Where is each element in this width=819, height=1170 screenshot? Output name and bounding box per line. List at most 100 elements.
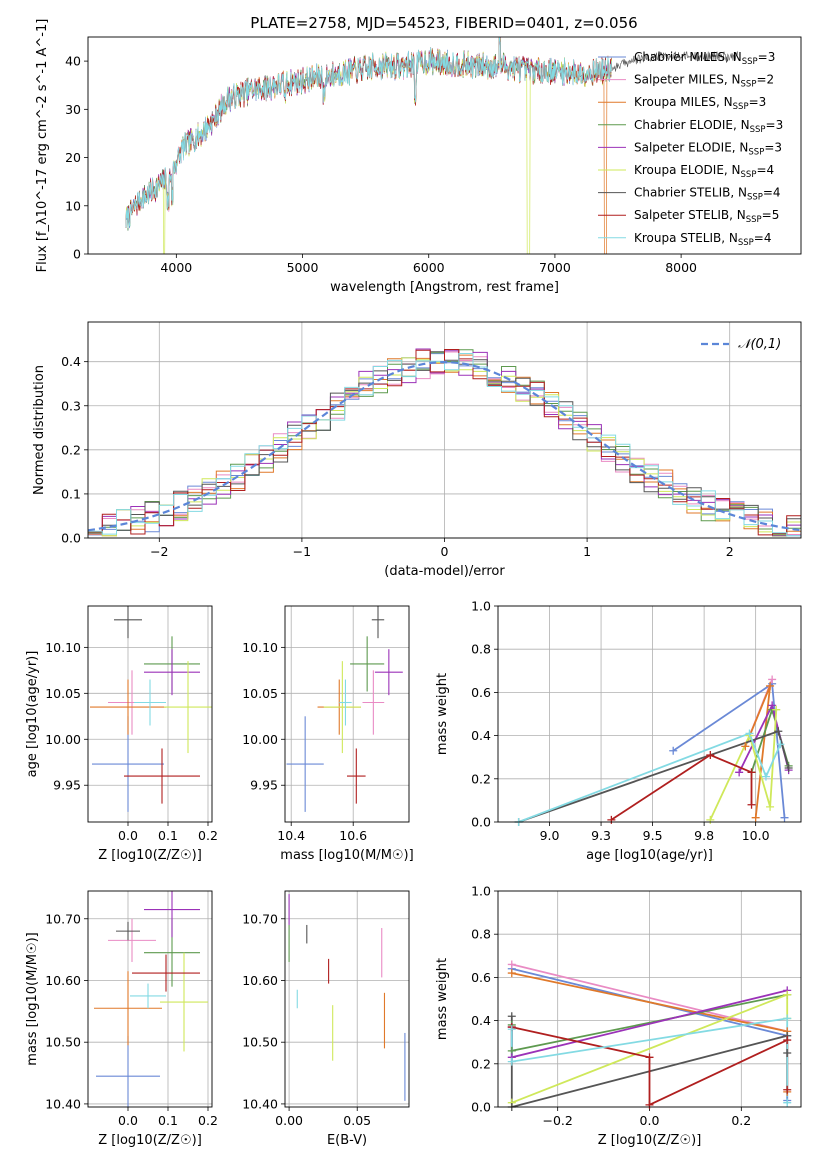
plot-frame	[87, 321, 802, 539]
mass-weight-marker	[745, 729, 754, 738]
x-tick-label: 0.2	[731, 1113, 751, 1128]
y-tick-label: 0.8	[471, 642, 491, 657]
y-tick-label: 10.60	[45, 973, 81, 988]
x-tick-label: 6000	[413, 260, 445, 275]
y-tick-label: 1.0	[471, 599, 491, 614]
x-axis-label: age [log10(age/yr)]	[586, 848, 713, 863]
mass-weight-marker	[774, 727, 783, 736]
legend-subscript: SSP	[741, 80, 757, 90]
spectrum-series-line	[125, 37, 612, 231]
mass-weight-marker	[645, 1053, 654, 1062]
y-tick-label: 9.95	[250, 778, 278, 793]
y-tick-label: 0.4	[471, 728, 491, 743]
figure-title: PLATE=2758, MJD=54523, FIBERID=0401, z=0…	[250, 14, 637, 32]
mass-weight-marker	[783, 990, 792, 999]
spectrum-panel: 4000 5000 6000 7000 8000 0 10 20 30 40 wavelength …	[35, 19, 802, 295]
legend-subscript: SSP	[742, 57, 758, 67]
mass-vs-ebv-panel: 0.00 0.05 10.40 10.50 10.60 10.70 E(B-V)	[242, 890, 410, 1148]
x-tick-label: 1	[583, 544, 591, 559]
legend-nssp: =3	[758, 50, 776, 64]
y-tick-label: 10.60	[242, 973, 278, 988]
mass-weight-marker	[747, 768, 756, 777]
y-axis-label: Normed distribution	[32, 365, 47, 495]
y-tick-label: 10	[65, 198, 81, 213]
x-axis-label: Z [log10(Z/Z☉)]	[598, 1133, 702, 1148]
mass-weight-marker	[706, 751, 715, 760]
mass-weight-marker	[607, 815, 616, 824]
plot-frame	[497, 605, 802, 823]
mass-weight-marker	[783, 1036, 792, 1045]
legend-entry: 𝒩(0,1)	[738, 337, 781, 352]
y-tick-label: 0	[73, 247, 81, 262]
legend-nssp: =5	[762, 208, 780, 222]
y-tick-label: 0.0	[471, 815, 491, 830]
legend-nssp: =3	[764, 140, 782, 154]
plot-area	[518, 679, 790, 822]
mass-weight-line	[511, 963, 788, 1033]
mass-weight-marker	[645, 1100, 654, 1109]
x-tick-label: 0.0	[640, 1113, 660, 1128]
mass-weight-marker	[507, 1025, 516, 1034]
y-tick-label: 10.70	[242, 911, 278, 926]
mass-weight-line	[518, 730, 790, 822]
mass-weight-marker	[766, 802, 775, 811]
x-tick-label: −1	[293, 544, 311, 559]
x-tick-label: 0.0	[118, 1113, 138, 1128]
x-tick-label: 9.8	[694, 828, 714, 843]
mass-weight-marker	[772, 705, 781, 714]
x-tick-label: 0.00	[275, 1113, 303, 1128]
y-tick-label: 0.4	[471, 1013, 491, 1028]
x-tick-label: 0.2	[198, 828, 218, 843]
y-tick-label: 10.00	[242, 732, 278, 747]
plot-area	[125, 37, 739, 254]
plot-area	[94, 891, 208, 1107]
spectrum-observed-line	[611, 50, 739, 72]
legend-subscript: SSP	[741, 170, 757, 180]
mass-weight-marker	[761, 772, 770, 781]
mass-weight-marker	[706, 815, 715, 824]
x-tick-label: 5000	[287, 260, 319, 275]
x-tick-label: 0.0	[118, 828, 138, 843]
y-tick-label: 30	[65, 102, 81, 117]
mass-weight-marker	[507, 1057, 516, 1066]
legend-entry: Chabrier ELODIE, NSSP=3	[634, 118, 783, 135]
x-tick-label: 0	[441, 544, 449, 559]
y-tick-label: 10.70	[45, 911, 81, 926]
x-axis-label: (data-model)/error	[384, 564, 505, 579]
y-axis-label: mass weight	[435, 673, 450, 755]
x-axis-label: Z [log10(Z/Z☉)]	[98, 1133, 202, 1148]
x-axis-label: Z [log10(Z/Z☉)]	[98, 848, 202, 863]
y-tick-label: 0.6	[471, 685, 491, 700]
plot-frame	[284, 890, 410, 1108]
legend-nssp: =4	[756, 163, 774, 177]
y-tick-label: 0.6	[471, 970, 491, 985]
spectrum-series-line	[125, 37, 612, 231]
mass-weight-marker	[507, 969, 516, 978]
y-tick-label: 0.2	[61, 442, 81, 457]
y-tick-label: 0.0	[471, 1100, 491, 1115]
legend-entry: Kroupa MILES, NSSP=3	[634, 95, 766, 112]
plot-area	[88, 348, 801, 537]
normal-distribution-curve	[88, 360, 801, 532]
y-tick-label: 10.05	[242, 686, 278, 701]
legend-subscript: SSP	[747, 193, 763, 203]
legend-subscript: SSP	[738, 238, 754, 248]
spectrum-series-line	[125, 37, 612, 229]
x-tick-label: 7000	[539, 260, 571, 275]
mass-weight-marker	[783, 1098, 792, 1107]
plot-area	[288, 894, 406, 1101]
plot-frame	[497, 890, 802, 1108]
residual-legend: 𝒩(0,1)	[701, 337, 781, 352]
mass-weight-line	[610, 753, 753, 821]
legend-entry: Salpeter ELODIE, NSSP=3	[634, 140, 782, 157]
legend-subscript: SSP	[748, 147, 764, 157]
y-tick-label: 0.4	[61, 354, 81, 369]
y-tick-label: 40	[65, 54, 81, 69]
legend-entry: Salpeter MILES, NSSP=2	[634, 73, 774, 90]
y-tick-label: 20	[65, 150, 81, 165]
mass-weight-marker	[780, 813, 789, 822]
mass-weight-marker	[507, 960, 516, 969]
mass-weight-marker	[784, 764, 793, 772]
x-tick-label: 10.4	[277, 828, 305, 843]
